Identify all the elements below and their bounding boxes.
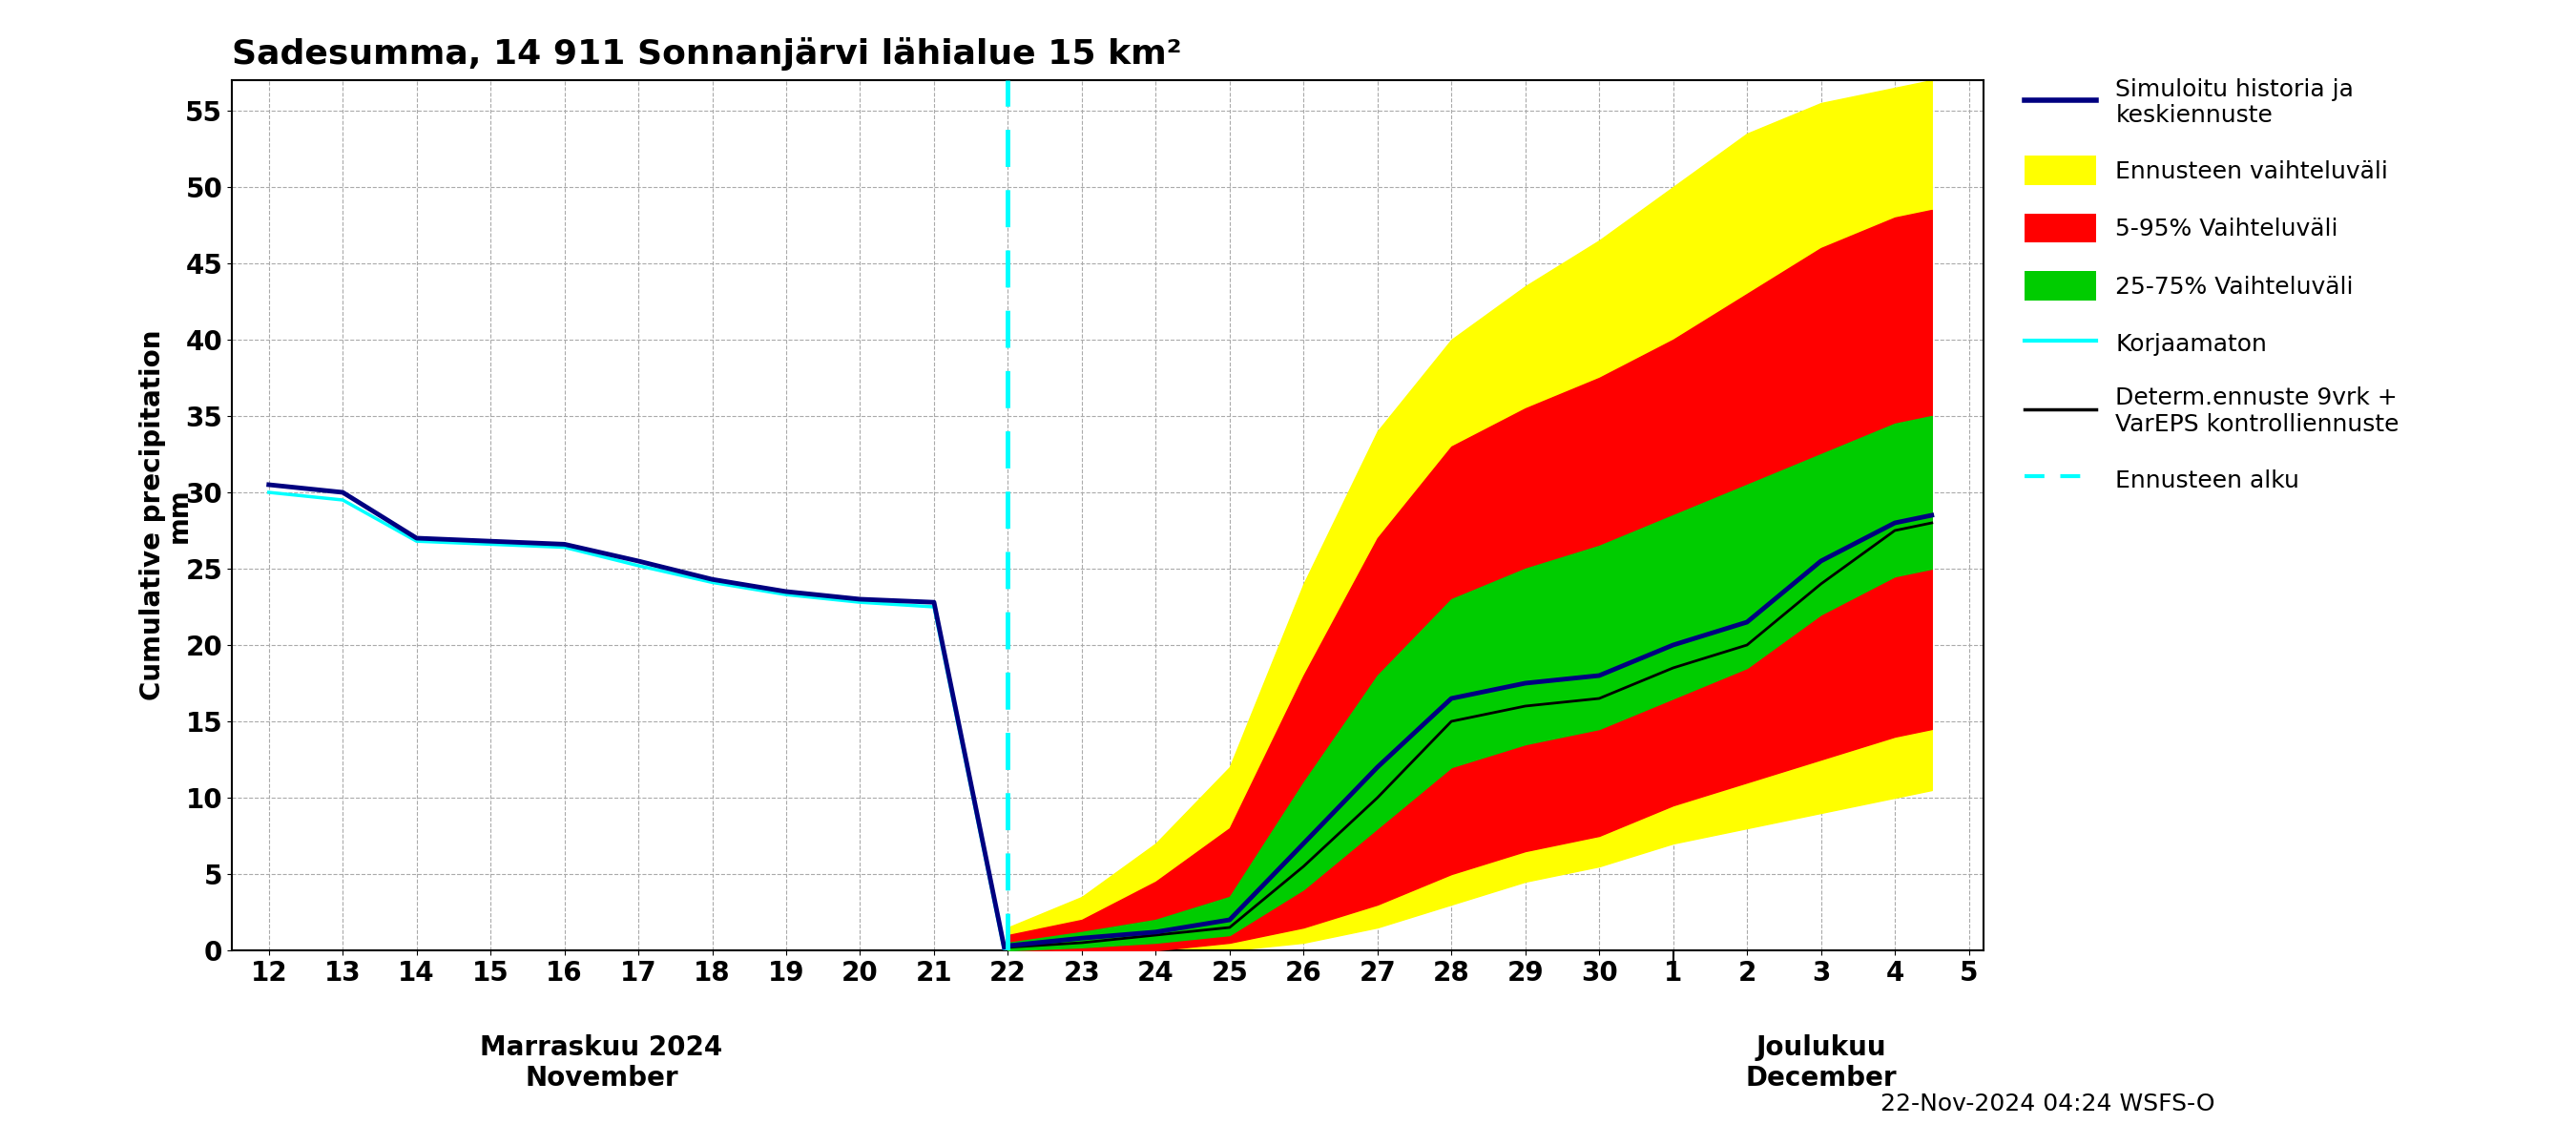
Text: Cumulative precipitation: Cumulative precipitation xyxy=(139,330,167,701)
Text: mm: mm xyxy=(165,488,193,543)
Text: 22-Nov-2024 04:24 WSFS-O: 22-Nov-2024 04:24 WSFS-O xyxy=(1880,1092,2215,1115)
Legend: Simuloitu historia ja
keskiennuste, Ennusteen vaihteluväli, 5-95% Vaihteluväli, : Simuloitu historia ja keskiennuste, Ennu… xyxy=(2012,66,2411,506)
Text: Marraskuu 2024
November: Marraskuu 2024 November xyxy=(479,1034,724,1092)
Text: Joulukuu
December: Joulukuu December xyxy=(1747,1034,1896,1092)
Text: Sadesumma, 14 911 Sonnanjärvi lähialue 15 km²: Sadesumma, 14 911 Sonnanjärvi lähialue 1… xyxy=(232,38,1182,71)
